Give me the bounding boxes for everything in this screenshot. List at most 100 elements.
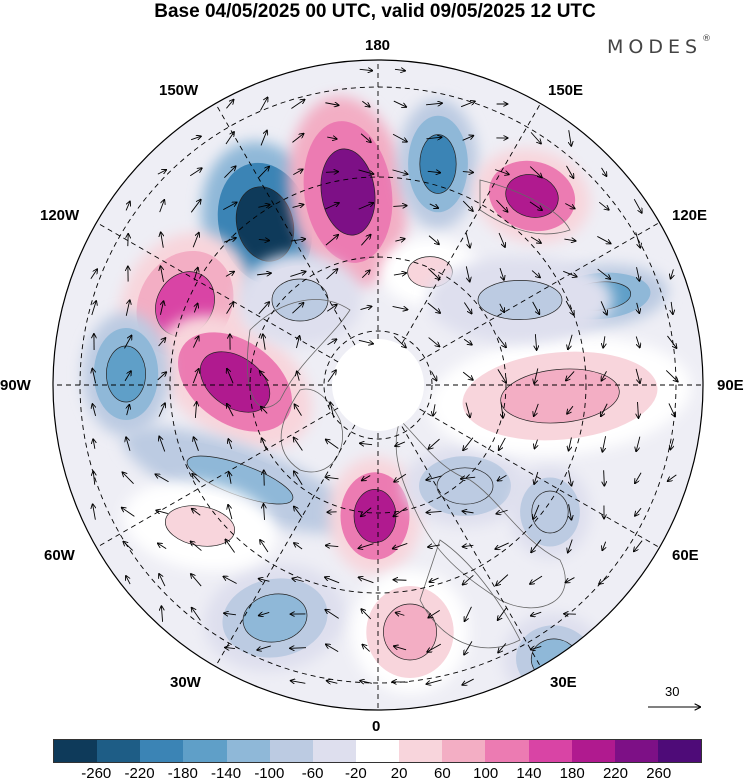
- wind-vector: [465, 402, 470, 418]
- wind-vector: [462, 511, 474, 513]
- wind-vector: [428, 235, 439, 244]
- wind-vector: [161, 606, 162, 622]
- wind-vector: [290, 239, 305, 241]
- wind-vector: [125, 300, 129, 316]
- wind-vector: [392, 169, 407, 174]
- wind-vector: [296, 336, 299, 349]
- wind-vector: [361, 235, 370, 246]
- colorbar-bin: [355, 740, 400, 762]
- wind-vector: [93, 471, 94, 485]
- wind-vector: [637, 267, 640, 281]
- wind-vector: [461, 477, 476, 479]
- wind-vector: [394, 646, 407, 651]
- wind-vector: [427, 302, 440, 313]
- wind-vector: [533, 504, 540, 519]
- wind-vector: [325, 577, 340, 584]
- wind-vector: [426, 137, 441, 139]
- wind-vector: [534, 403, 539, 416]
- wind-vector: [529, 201, 542, 210]
- wind-vector: [92, 369, 97, 384]
- colorbar-tick-label: -180: [167, 765, 198, 782]
- wind-vector: [497, 336, 506, 348]
- wind-vector: [223, 577, 237, 584]
- wind-vector: [226, 302, 234, 314]
- wind-vector: [530, 236, 541, 243]
- wind-vector: [633, 199, 642, 213]
- wind-vector: [290, 648, 307, 649]
- negative-anomaly: [477, 280, 563, 320]
- wind-vector: [264, 470, 265, 486]
- lon-label-180: 180: [365, 37, 391, 54]
- wind-vector: [93, 504, 96, 520]
- wind-vector: [566, 577, 575, 583]
- wind-vector: [326, 477, 339, 479]
- wind-vector: [261, 407, 268, 414]
- lon-label-90e: 90E: [717, 377, 744, 394]
- wind-vector: [362, 645, 370, 652]
- wind-vector: [360, 306, 371, 309]
- wind-vector: [262, 438, 267, 450]
- wind-vector: [601, 403, 608, 417]
- wind-vector: [257, 645, 271, 650]
- wind-vector: [327, 305, 336, 312]
- colorbar-tick-label: 100: [473, 765, 499, 782]
- wind-vector: [123, 542, 134, 551]
- negative-anomaly: [419, 134, 457, 194]
- wind-vector: [465, 606, 472, 621]
- wind-vector: [392, 305, 408, 309]
- wind-vector: [358, 169, 374, 174]
- wind-vector: [122, 472, 134, 484]
- lon-label-150e: 150E: [548, 82, 584, 99]
- wind-vector: [394, 473, 407, 482]
- positive-anomaly: [165, 505, 235, 547]
- meridian-line: [91, 219, 665, 551]
- wind-vector: [159, 574, 166, 587]
- wind-vector: [124, 336, 132, 349]
- wind-vector: [501, 402, 503, 418]
- lon-label-120e: 120E: [672, 207, 708, 224]
- wind-vector: [292, 579, 304, 582]
- wind-vector: [603, 336, 605, 347]
- wind-vector: [195, 402, 196, 418]
- wind-vector: [359, 577, 374, 584]
- wind-vector: [294, 438, 303, 451]
- wind-vector: [499, 267, 504, 280]
- wind-vector: [393, 273, 406, 275]
- north-pole-area: [332, 339, 424, 431]
- wind-vector: [258, 302, 269, 315]
- colorbar-tick-label: 140: [516, 765, 542, 782]
- wind-vector: [362, 100, 369, 107]
- wind-vector: [396, 613, 405, 616]
- wind-vector: [567, 405, 574, 414]
- wind-vector: [601, 371, 607, 380]
- wind-vector: [327, 681, 338, 684]
- wind-vector: [667, 335, 676, 348]
- wind-vector: [223, 202, 236, 211]
- wind-vector: [126, 437, 131, 451]
- wind-vector: [263, 504, 264, 520]
- wind-vector: [90, 269, 97, 279]
- wind-vector: [668, 474, 677, 481]
- wind-vector: [260, 540, 269, 553]
- lon-label-60e: 60E: [672, 547, 699, 564]
- wind-vector: [228, 439, 231, 450]
- wind-vector: [634, 540, 643, 552]
- wind-vector: [326, 269, 338, 280]
- wind-vector: [531, 611, 542, 616]
- colorbar-bin: [399, 740, 443, 762]
- wind-vector: [496, 509, 508, 513]
- wind-vector: [126, 576, 131, 585]
- wind-vector: [635, 507, 642, 516]
- colorbar-bin: [54, 740, 98, 762]
- lon-label-90w: 90W: [0, 377, 31, 394]
- wind-vector: [294, 507, 303, 518]
- meridian-line: [91, 219, 665, 551]
- wind-vector: [325, 103, 338, 106]
- negative-anomaly: [242, 593, 308, 643]
- wind-vector: [426, 103, 442, 105]
- wind-vector: [569, 470, 572, 485]
- wind-vector: [393, 336, 406, 348]
- wind-vector: [428, 609, 440, 617]
- wind-vector: [427, 171, 440, 172]
- wind-vector: [462, 678, 474, 685]
